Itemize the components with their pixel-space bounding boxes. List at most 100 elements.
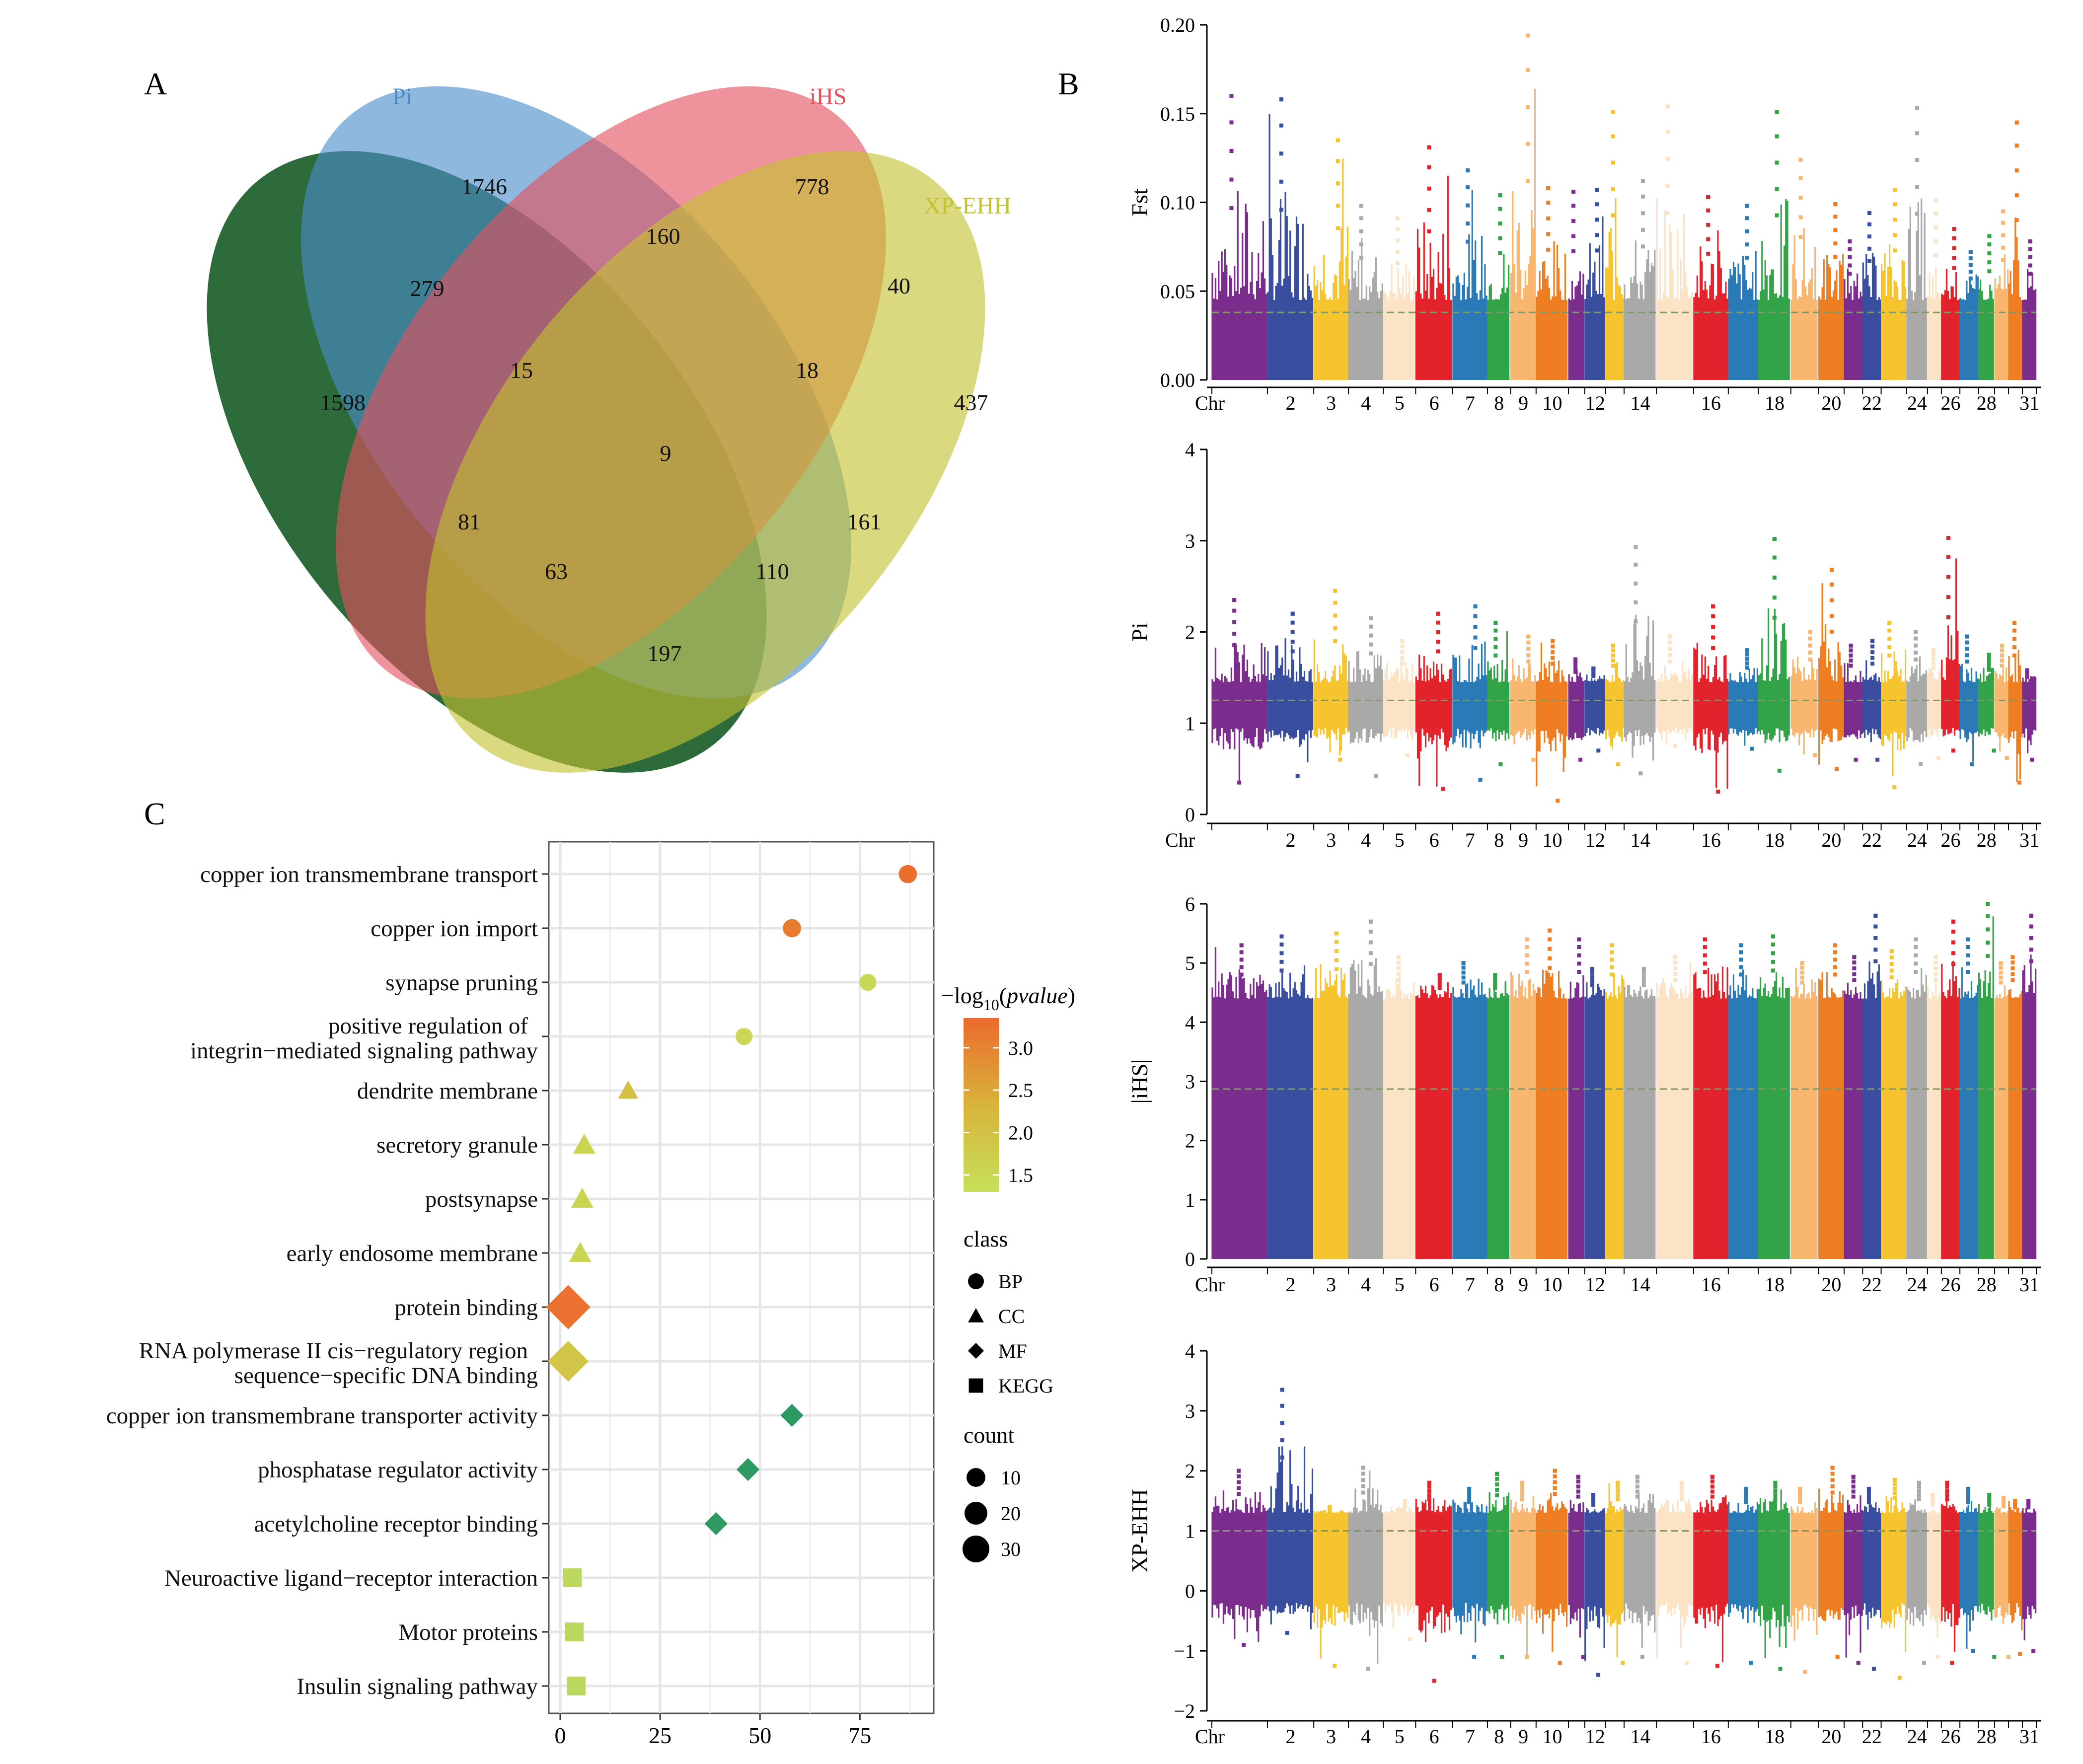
chr-peak — [1999, 961, 2003, 965]
chr-peak — [1427, 1480, 1431, 1485]
chr-outlier — [1546, 232, 1551, 236]
chr-outlier — [1427, 208, 1431, 212]
chr-outlier — [1473, 625, 1478, 629]
x-tick-label: 26 — [1940, 829, 1960, 851]
chr-signal — [1728, 668, 1758, 746]
chr-outlier — [1525, 142, 1530, 146]
y-tick-label: −1 — [1174, 1640, 1195, 1662]
chr-outlier — [1336, 181, 1340, 186]
y-axis-label: Fst — [1127, 188, 1152, 216]
chr-peak — [1679, 1480, 1684, 1485]
chr-outlier — [1232, 608, 1237, 613]
venn-count-fst: 1598 — [320, 390, 366, 415]
chr-outlier — [1798, 195, 1803, 200]
chr-outlier — [1830, 598, 1834, 602]
x-tick-label: 6 — [1429, 1725, 1439, 1748]
chr-signal — [1906, 968, 1927, 1259]
chr-outlier — [1887, 628, 1892, 633]
chr-signal — [1383, 1506, 1415, 1628]
chr-outlier — [1999, 980, 2003, 985]
chr-min — [1408, 1637, 1412, 1641]
chr-outlier — [1833, 972, 1837, 977]
chr-outlier — [1999, 975, 2003, 980]
chr-outlier — [1889, 955, 1894, 959]
chr-signal — [1452, 978, 1488, 1259]
chr-signal — [1758, 199, 1790, 380]
chr-block-5 — [1383, 955, 1415, 1259]
chr-outlier — [1987, 656, 1991, 661]
x-tick-label: 0 — [555, 1723, 566, 1748]
chr-peak — [2029, 913, 2033, 918]
legend-shape-circle — [968, 1273, 984, 1289]
chr-outlier — [1634, 600, 1638, 605]
x-tick-label: 18 — [1765, 829, 1785, 851]
chr-peak — [1437, 973, 1442, 977]
term-label-line: sequence−specific DNA binding — [234, 1363, 538, 1389]
enrichment-panel: C copper ion transmembrane transportcopp… — [106, 796, 1075, 1748]
chr-outlier — [2012, 645, 2017, 650]
chr-outlier — [1744, 1500, 1748, 1504]
chr-outlier — [2010, 972, 2015, 976]
chr-min — [1640, 1655, 1644, 1659]
x-tick-label: 24 — [1907, 1725, 1927, 1748]
chr-outlier — [1889, 975, 1894, 979]
chr-outlier — [1946, 595, 1950, 599]
chr-signal — [1906, 656, 1927, 742]
chr-min — [2005, 756, 2009, 760]
chr-min — [1835, 767, 1839, 771]
chr-block-7 — [1452, 168, 1488, 380]
y-tick-label: 4 — [1185, 1340, 1195, 1362]
chr-outlier — [1610, 965, 1614, 969]
chr-outlier — [2029, 924, 2033, 929]
chr-min — [1749, 1661, 1753, 1665]
chr-outlier — [1616, 1493, 1620, 1497]
chr-outlier — [1634, 562, 1638, 567]
chr-outlier — [1553, 1474, 1557, 1478]
x-tick-label: 10 — [1542, 1725, 1562, 1748]
chr-signal — [1728, 969, 1758, 1259]
chr-peak — [1852, 955, 1857, 959]
chr-outlier — [1334, 967, 1339, 971]
chr-outlier — [1893, 233, 1897, 237]
venn-label-ihs: iHS — [810, 83, 847, 110]
chr-outlier — [1739, 950, 1743, 955]
chr-block-18 — [1758, 110, 1790, 380]
chr-min — [2030, 757, 2034, 762]
chr-outlier — [1359, 229, 1363, 233]
chr-peak — [1914, 937, 1918, 942]
chr-min — [1684, 1661, 1689, 1665]
chr-block-13 — [1605, 943, 1625, 1259]
x-tick-label: 16 — [1701, 1725, 1721, 1748]
chr-peak — [1571, 190, 1576, 194]
chr-block-7 — [1452, 1486, 1488, 1659]
chr-outlier — [1290, 640, 1295, 644]
chr-outlier — [1239, 965, 1244, 969]
chr-block-15 — [1656, 955, 1693, 1259]
chr-block-11 — [1568, 937, 1584, 1259]
chr-signal — [1693, 1495, 1728, 1663]
chr-peak — [1703, 937, 1707, 942]
chr-min — [1472, 1655, 1477, 1659]
chr-peak — [1548, 928, 1552, 933]
chr-min — [1500, 1655, 1504, 1659]
chr-outlier — [1279, 968, 1284, 973]
chr-outlier — [1526, 647, 1531, 651]
chr-outlier — [1798, 1496, 1802, 1501]
chr-outlier — [1525, 179, 1530, 183]
chr-outlier — [1668, 640, 1672, 645]
chr-outlier — [1851, 1479, 1856, 1484]
chr-min — [1441, 787, 1445, 791]
term-label: dendrite membrane — [357, 1078, 538, 1104]
chr-outlier — [1361, 1484, 1365, 1488]
chr-peak — [1773, 1480, 1778, 1485]
x-axis-label: Chr — [1165, 829, 1195, 851]
x-tick-label: 20 — [1821, 1725, 1841, 1748]
chr-outlier — [1711, 614, 1715, 618]
chr-outlier — [1830, 614, 1834, 618]
chr-outlier — [1466, 239, 1470, 244]
chr-outlier — [1914, 658, 1918, 662]
chr-outlier — [1808, 650, 1812, 655]
chr-outlier — [1591, 1502, 1596, 1507]
chr-outlier — [2012, 653, 2017, 658]
